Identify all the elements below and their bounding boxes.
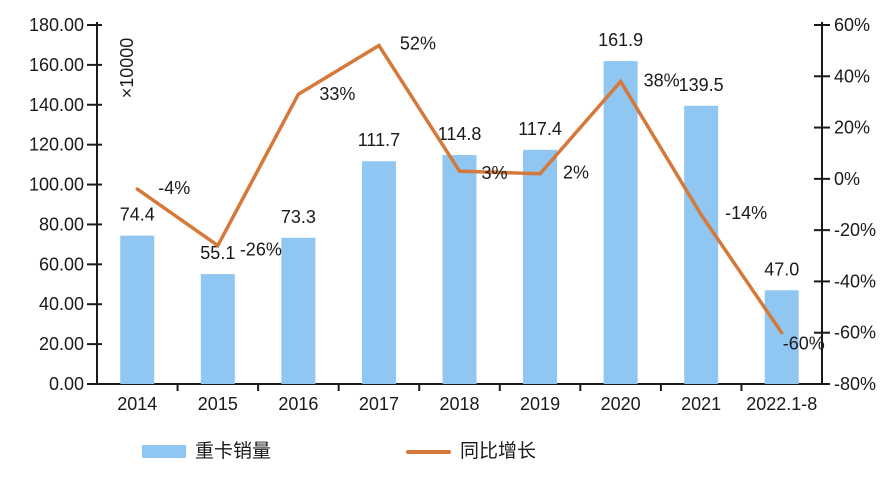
y-axis-right-tick-label: 60%: [834, 15, 870, 35]
bar-2015: [200, 274, 235, 384]
growth-point-label: -26%: [240, 240, 282, 260]
x-axis-category-label: 2019: [520, 394, 560, 414]
x-axis-category-label: 2017: [359, 394, 399, 414]
bar-value-label: 139.5: [679, 75, 724, 95]
y-axis-left-tick-label: 0.00: [49, 374, 84, 394]
y-axis-right-tick-label: 0%: [834, 169, 860, 189]
y-axis-left-tick-label: 80.00: [39, 214, 84, 234]
growth-point-label: -14%: [725, 203, 767, 223]
y-axis-left-tick-label: 140.00: [29, 95, 84, 115]
bar-value-label: 73.3: [281, 207, 316, 227]
growth-point-label: 38%: [644, 70, 680, 90]
bar-2019: [523, 149, 558, 384]
y-axis-right-tick-label: -20%: [834, 220, 876, 240]
bar-value-label: 47.0: [764, 259, 799, 279]
y-axis-right-tick-label: -80%: [834, 374, 876, 394]
legend-item-truck-sales: 重卡销量: [142, 442, 271, 461]
y-axis-left-tick-label: 120.00: [29, 135, 84, 155]
bar-2020: [603, 61, 638, 384]
x-axis-category-label: 2016: [278, 394, 318, 414]
bar-2018: [442, 155, 477, 384]
y-axis-left-tick-label: 180.00: [29, 15, 84, 35]
chart-generated-layer: 0.00 20.00 40.00 60.00 80.00 100.00 120.00 140.…: [29, 15, 876, 414]
bar-2021: [684, 105, 719, 385]
x-axis-category-label: 2014: [117, 394, 157, 414]
y-axis-left-tick-label: 100.00: [29, 175, 84, 195]
growth-point-label: -4%: [158, 178, 190, 198]
bar-value-label: 161.9: [598, 30, 643, 50]
legend-label-yoy-growth: 同比增长: [460, 441, 537, 462]
y-axis-left-tick-label: 20.00: [39, 334, 84, 354]
legend-label-truck-sales: 重卡销量: [195, 441, 272, 462]
bar-2014: [120, 235, 155, 384]
growth-point-label: 2%: [563, 163, 589, 183]
x-axis-category-label: 2018: [439, 394, 479, 414]
bar-series-swatch-icon: [142, 445, 186, 458]
y-axis-right-tick-label: 40%: [834, 66, 870, 86]
growth-point-label: 52%: [400, 34, 436, 54]
growth-line: [135, 43, 784, 335]
line-series-swatch-icon: [406, 449, 451, 454]
bar-2016: [281, 237, 316, 384]
y-axis-left-tick-label: 160.00: [29, 55, 84, 75]
bar-2017: [361, 161, 396, 384]
bar-value-label: 117.4: [518, 119, 562, 139]
bar-value-label: 55.1: [200, 243, 235, 263]
growth-point-label: 33%: [319, 84, 355, 104]
y-axis-left-tick-label: 40.00: [39, 294, 84, 314]
x-axis-category-label: 2020: [601, 394, 641, 414]
x-axis-category-label: 2015: [198, 394, 238, 414]
bar-value-label: 74.4: [120, 205, 155, 225]
x-axis-category-label: 2021: [681, 394, 721, 414]
bar-value-label: 114.8: [438, 124, 482, 144]
y-axis-right-tick-label: 20%: [834, 118, 870, 138]
left-axis-unit-label: ×10000: [117, 38, 137, 99]
growth-point-label: 3%: [481, 163, 507, 183]
y-axis-right-tick-label: -40%: [834, 271, 876, 291]
bar-2022.1-8: [764, 290, 799, 384]
legend-item-yoy-growth: 同比增长: [406, 442, 536, 461]
growth-point-label: -60%: [783, 334, 825, 354]
bar-value-label: 111.7: [358, 130, 400, 150]
y-axis-left-tick-label: 60.00: [39, 254, 84, 274]
x-axis-category-label: 2022.1-8: [746, 394, 817, 414]
y-axis-right-tick-label: -60%: [834, 323, 876, 343]
